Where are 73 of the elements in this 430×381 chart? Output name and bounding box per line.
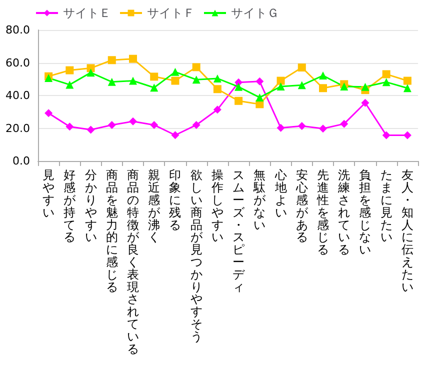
- point: [403, 131, 412, 140]
- category-label: 友人・知人に伝えたい: [401, 168, 414, 294]
- point: [298, 81, 306, 90]
- point: [129, 76, 137, 85]
- point: [213, 85, 222, 94]
- point: [192, 63, 200, 72]
- point: [276, 124, 285, 132]
- point: [129, 117, 137, 126]
- legend-label: サイトＧ: [231, 6, 279, 20]
- category-label: 商品を魅力的に感じる: [106, 168, 118, 294]
- point: [171, 76, 180, 85]
- x-tick-label: 無駄がない: [252, 168, 267, 232]
- point: [66, 122, 74, 131]
- x-tick-label: 親近感が沸く: [148, 168, 162, 244]
- category-label: 欲しい商品が見つかりやすそう: [190, 168, 202, 344]
- x-tick-label: 安心感がある: [294, 168, 309, 244]
- legend-label: サイトＦ: [147, 6, 195, 20]
- legend-label: サイトＥ: [63, 6, 111, 20]
- point: [256, 77, 264, 86]
- point: [171, 68, 180, 76]
- point: [361, 98, 370, 107]
- point: [44, 109, 53, 118]
- x-tick-label: 負担を感じない: [359, 168, 372, 257]
- point: [276, 76, 285, 85]
- point: [361, 82, 370, 91]
- point: [319, 72, 327, 80]
- point: [382, 78, 390, 86]
- point: [171, 131, 180, 140]
- point: [319, 124, 327, 133]
- point: [192, 76, 200, 84]
- point: [129, 54, 137, 63]
- point: [213, 74, 222, 82]
- x-tick-label: 心地よい: [274, 168, 287, 220]
- point: [213, 106, 222, 114]
- category-label: 商品の特徴が良く表現されている: [127, 168, 139, 356]
- x-tick-label: たまに見たい: [380, 168, 392, 244]
- y-tick-label: 60.0: [6, 56, 30, 70]
- point: [150, 84, 158, 92]
- x-tick-label: 操作しやすい: [210, 168, 224, 244]
- point: [66, 66, 74, 74]
- y-tick-label: 0.0: [12, 154, 30, 168]
- point: [403, 76, 412, 85]
- point: [319, 84, 327, 92]
- point: [108, 56, 116, 64]
- point: [192, 120, 200, 129]
- point: [298, 122, 306, 130]
- y-tick-label: 20.0: [6, 122, 30, 135]
- point: [234, 96, 243, 105]
- point: [66, 80, 74, 89]
- y-tick-label: 40.0: [6, 89, 30, 102]
- point: [234, 82, 243, 91]
- point: [108, 120, 116, 129]
- point: [382, 131, 390, 140]
- point: [108, 78, 116, 86]
- y-tick-label: 80.0: [6, 24, 30, 36]
- point: [256, 93, 264, 102]
- point: [298, 64, 306, 72]
- x-tick-label: 先進性を感じる: [316, 168, 329, 257]
- point: [150, 120, 158, 129]
- point: [86, 64, 95, 72]
- point: [382, 70, 390, 78]
- x-tick-label: 洗練されている: [337, 168, 350, 257]
- point: [86, 126, 95, 134]
- x-tick-label: 見やすい: [42, 168, 55, 220]
- category-label: スムーズ・スピーディ: [232, 168, 245, 294]
- x-tick-label: 好感が持てる: [64, 168, 77, 244]
- point: [340, 120, 348, 128]
- x-tick-label: 分かりやすい: [84, 168, 97, 244]
- point: [86, 68, 95, 77]
- point: [150, 72, 158, 81]
- point: [403, 84, 412, 92]
- x-tick-label: 印象に残る: [169, 168, 182, 232]
- point: [276, 82, 285, 90]
